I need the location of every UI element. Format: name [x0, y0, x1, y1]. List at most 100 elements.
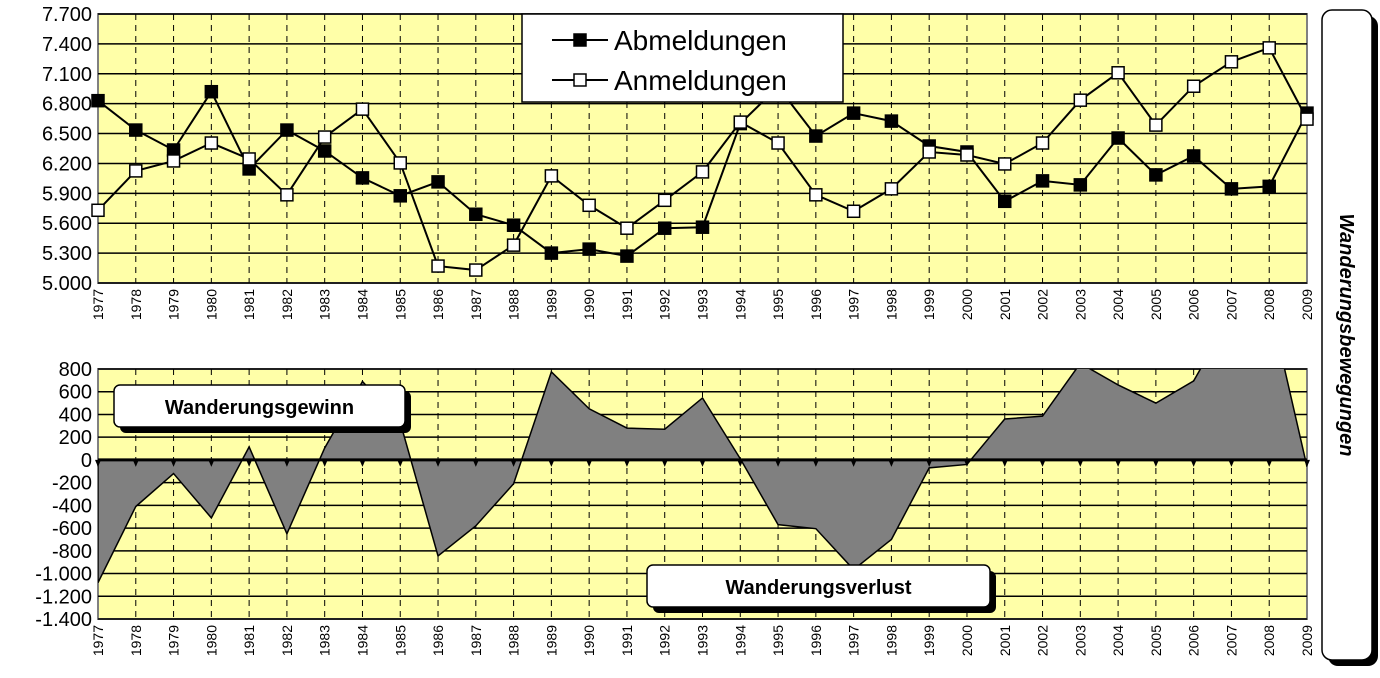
legend-label: Anmeldungen	[614, 65, 787, 96]
marker	[355, 102, 370, 116]
marker	[431, 175, 445, 189]
axis-tick	[1228, 459, 1235, 467]
marker	[1300, 112, 1314, 126]
x-tick-label: 1995	[770, 625, 786, 656]
marker	[317, 144, 332, 158]
x-tick-label: 1984	[354, 625, 370, 656]
axis-tick	[1077, 459, 1084, 467]
x-tick-label: 1997	[846, 625, 862, 656]
marker	[506, 238, 521, 252]
x-tick-label: 1978	[128, 289, 144, 320]
axis-tick	[1039, 459, 1046, 467]
x-tick-label: 1978	[128, 625, 144, 656]
x-tick-label: 2009	[1299, 625, 1315, 656]
x-tick-label: 1988	[506, 289, 522, 320]
marker	[317, 130, 332, 144]
marker	[1186, 79, 1201, 93]
axis-tick	[170, 459, 177, 467]
marker	[280, 123, 294, 137]
marker	[809, 188, 823, 202]
x-tick-label: 2004	[1110, 289, 1126, 320]
x-tick-label: 2006	[1186, 289, 1202, 320]
axis-tick	[208, 459, 215, 467]
y-tick-label: -1.400	[35, 609, 92, 631]
marker	[204, 84, 219, 99]
x-tick-label: 1977	[90, 289, 106, 320]
x-tick-label: 1999	[921, 289, 937, 320]
x-tick-label: 1990	[581, 289, 597, 320]
x-tick-label: 1983	[317, 289, 333, 320]
x-tick-label: 2009	[1299, 289, 1315, 320]
axis-tick	[661, 459, 668, 467]
marker	[129, 164, 143, 178]
marker	[922, 145, 936, 159]
axis-tick	[95, 459, 101, 467]
y-tick-label: -600	[52, 518, 92, 540]
axis-tick	[737, 459, 744, 467]
marker	[1073, 93, 1088, 107]
x-tick-label: 1989	[543, 289, 559, 320]
x-tick-label: 1997	[846, 289, 862, 320]
marker	[166, 143, 181, 157]
x-tick-label: 1985	[392, 625, 408, 656]
y-tick-label: 6.200	[42, 153, 92, 175]
axis-tick	[699, 459, 706, 467]
marker	[280, 188, 294, 202]
x-tick-label: 1999	[921, 625, 937, 656]
marker	[695, 220, 710, 234]
x-tick-label: 2000	[959, 625, 975, 656]
y-tick-label: 800	[59, 359, 92, 381]
y-tick-label: -400	[52, 495, 92, 517]
legend-label: Abmeldungen	[614, 25, 787, 56]
x-tick-label: 1980	[203, 625, 219, 656]
axis-tick	[1001, 459, 1008, 467]
y-tick-label: 7.400	[42, 34, 92, 56]
x-tick-label: 1992	[657, 289, 673, 320]
x-tick-label: 1981	[241, 289, 257, 320]
marker	[998, 157, 1012, 171]
axis-tick	[246, 459, 253, 467]
x-tick-label: 1982	[279, 289, 295, 320]
x-tick-label: 1987	[468, 625, 484, 656]
annotation-box	[113, 384, 406, 428]
marker	[1035, 174, 1050, 188]
marker	[1262, 179, 1276, 194]
axis-tick	[775, 459, 782, 467]
axis-tick	[510, 459, 517, 467]
annotation: Wanderungsgewinn	[165, 397, 354, 419]
x-tick-label: 1986	[430, 289, 446, 320]
marker	[544, 169, 559, 183]
x-tick-label: 2005	[1148, 625, 1164, 656]
axis-tick	[963, 459, 970, 467]
x-tick-label: 2005	[1148, 289, 1164, 320]
x-tick-label: 1985	[392, 289, 408, 320]
marker	[809, 129, 823, 143]
marker	[1111, 66, 1125, 80]
x-tick-label: 2000	[959, 289, 975, 320]
x-tick-label: 1998	[883, 625, 899, 656]
axis-tick	[1190, 459, 1197, 467]
axis-tick	[926, 459, 933, 467]
marker	[166, 154, 181, 168]
y-tick-label: -800	[52, 541, 92, 563]
axis-tick	[1266, 459, 1273, 467]
x-tick-label: 1980	[203, 289, 219, 320]
legend-marker	[573, 73, 587, 87]
marker	[846, 106, 861, 120]
x-tick-label: 1986	[430, 625, 446, 656]
marker	[582, 242, 596, 256]
y-tick-label: 6.500	[42, 124, 92, 146]
annotation-box	[646, 564, 991, 608]
x-tick-label: 1992	[657, 625, 673, 656]
marker	[1262, 41, 1276, 55]
marker	[1224, 182, 1239, 196]
marker	[544, 246, 559, 260]
x-tick-label: 1996	[808, 625, 824, 656]
x-tick-label: 1998	[883, 289, 899, 320]
x-tick-label: 1977	[90, 625, 106, 656]
x-tick-label: 1979	[166, 289, 182, 320]
x-tick-label: 1996	[808, 289, 824, 320]
x-tick-label: 1984	[354, 289, 370, 320]
x-tick-label: 2004	[1110, 625, 1126, 656]
axis-tick	[132, 459, 139, 467]
